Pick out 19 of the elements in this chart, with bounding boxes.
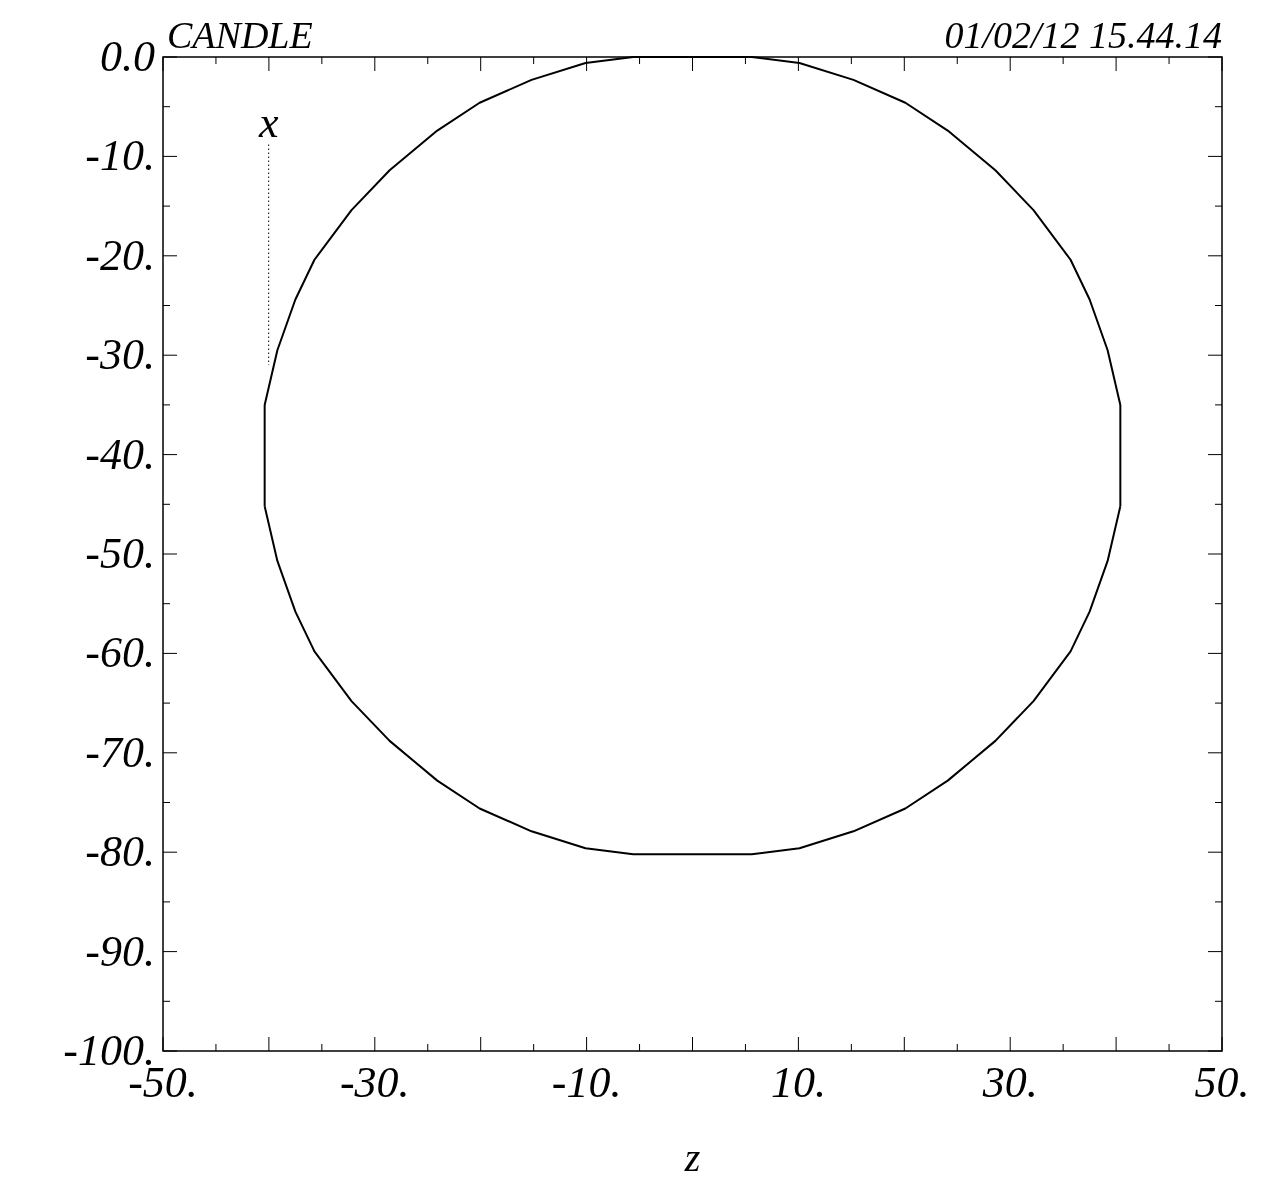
y-tick-label: -50. <box>85 529 155 578</box>
x-tick-label: -30. <box>339 1058 410 1107</box>
x-tick-label: 10. <box>770 1058 826 1107</box>
y-axis-title: x <box>257 97 279 147</box>
y-tick-label: -20. <box>85 230 155 280</box>
y-tick-label: -80. <box>85 827 155 877</box>
y-tick-label: -70. <box>85 727 155 777</box>
y-tick-label: -40. <box>85 429 155 479</box>
y-tick-label: -60. <box>85 628 155 678</box>
x-tick-label: 50. <box>1194 1058 1250 1107</box>
x-tick-label: -10. <box>551 1058 622 1107</box>
y-tick-label: -30. <box>85 330 155 380</box>
x-tick-label: 30. <box>981 1058 1038 1107</box>
y-tick-label: 0.0 <box>100 32 155 81</box>
y-tick-label: -10. <box>85 131 155 181</box>
chart-subtitle: 01/02/12 15.44.14 <box>944 14 1222 56</box>
x-axis-title: z <box>683 1135 701 1180</box>
chart-title: CANDLE <box>167 14 313 56</box>
y-tick-label: -90. <box>85 926 155 976</box>
